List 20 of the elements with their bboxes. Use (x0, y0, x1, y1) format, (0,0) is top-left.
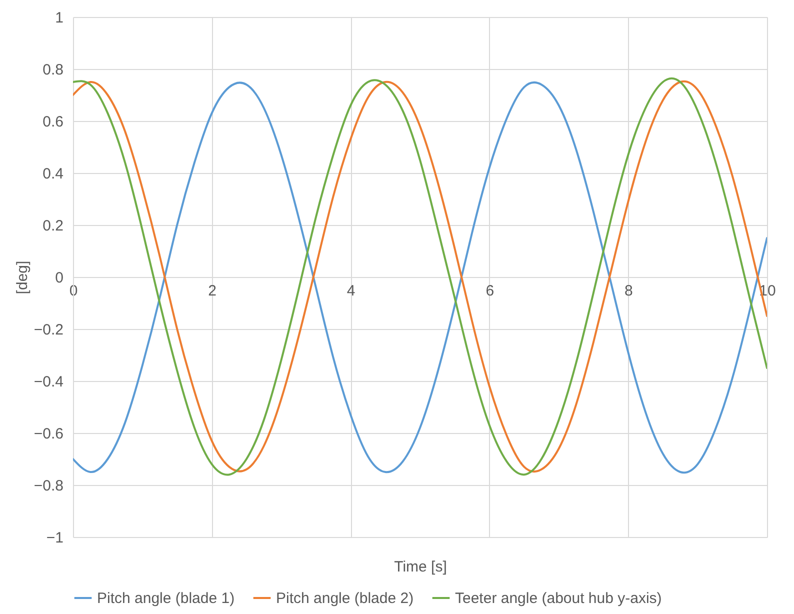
y-axis-title: [deg] (14, 260, 31, 294)
y-tick-label: −1 (46, 530, 64, 546)
y-tick-label: 1 (55, 10, 64, 26)
y-tick-label: 0.2 (42, 218, 64, 234)
y-tick-label: −0.6 (34, 426, 64, 442)
y-tick-label: 0 (55, 270, 64, 286)
y-tick-label: −0.2 (34, 322, 64, 338)
x-tick-label: 2 (208, 282, 216, 300)
legend-label: Pitch angle (blade 2) (276, 590, 414, 607)
legend-label: Teeter angle (about hub y-axis) (455, 590, 662, 607)
x-tick-label: 6 (486, 282, 494, 300)
x-tick-label: 8 (624, 282, 633, 300)
x-tick-label: 4 (346, 282, 356, 300)
y-tick-label: 0.8 (42, 62, 64, 78)
x-axis-title: Time [s] (394, 558, 447, 576)
legend-label: Pitch angle (blade 1) (97, 590, 235, 607)
y-tick-label: 0.6 (42, 114, 64, 130)
y-tick-label: 0.4 (42, 166, 64, 182)
y-tick-label: −0.8 (34, 478, 64, 494)
y-tick-label: −0.4 (34, 374, 64, 390)
